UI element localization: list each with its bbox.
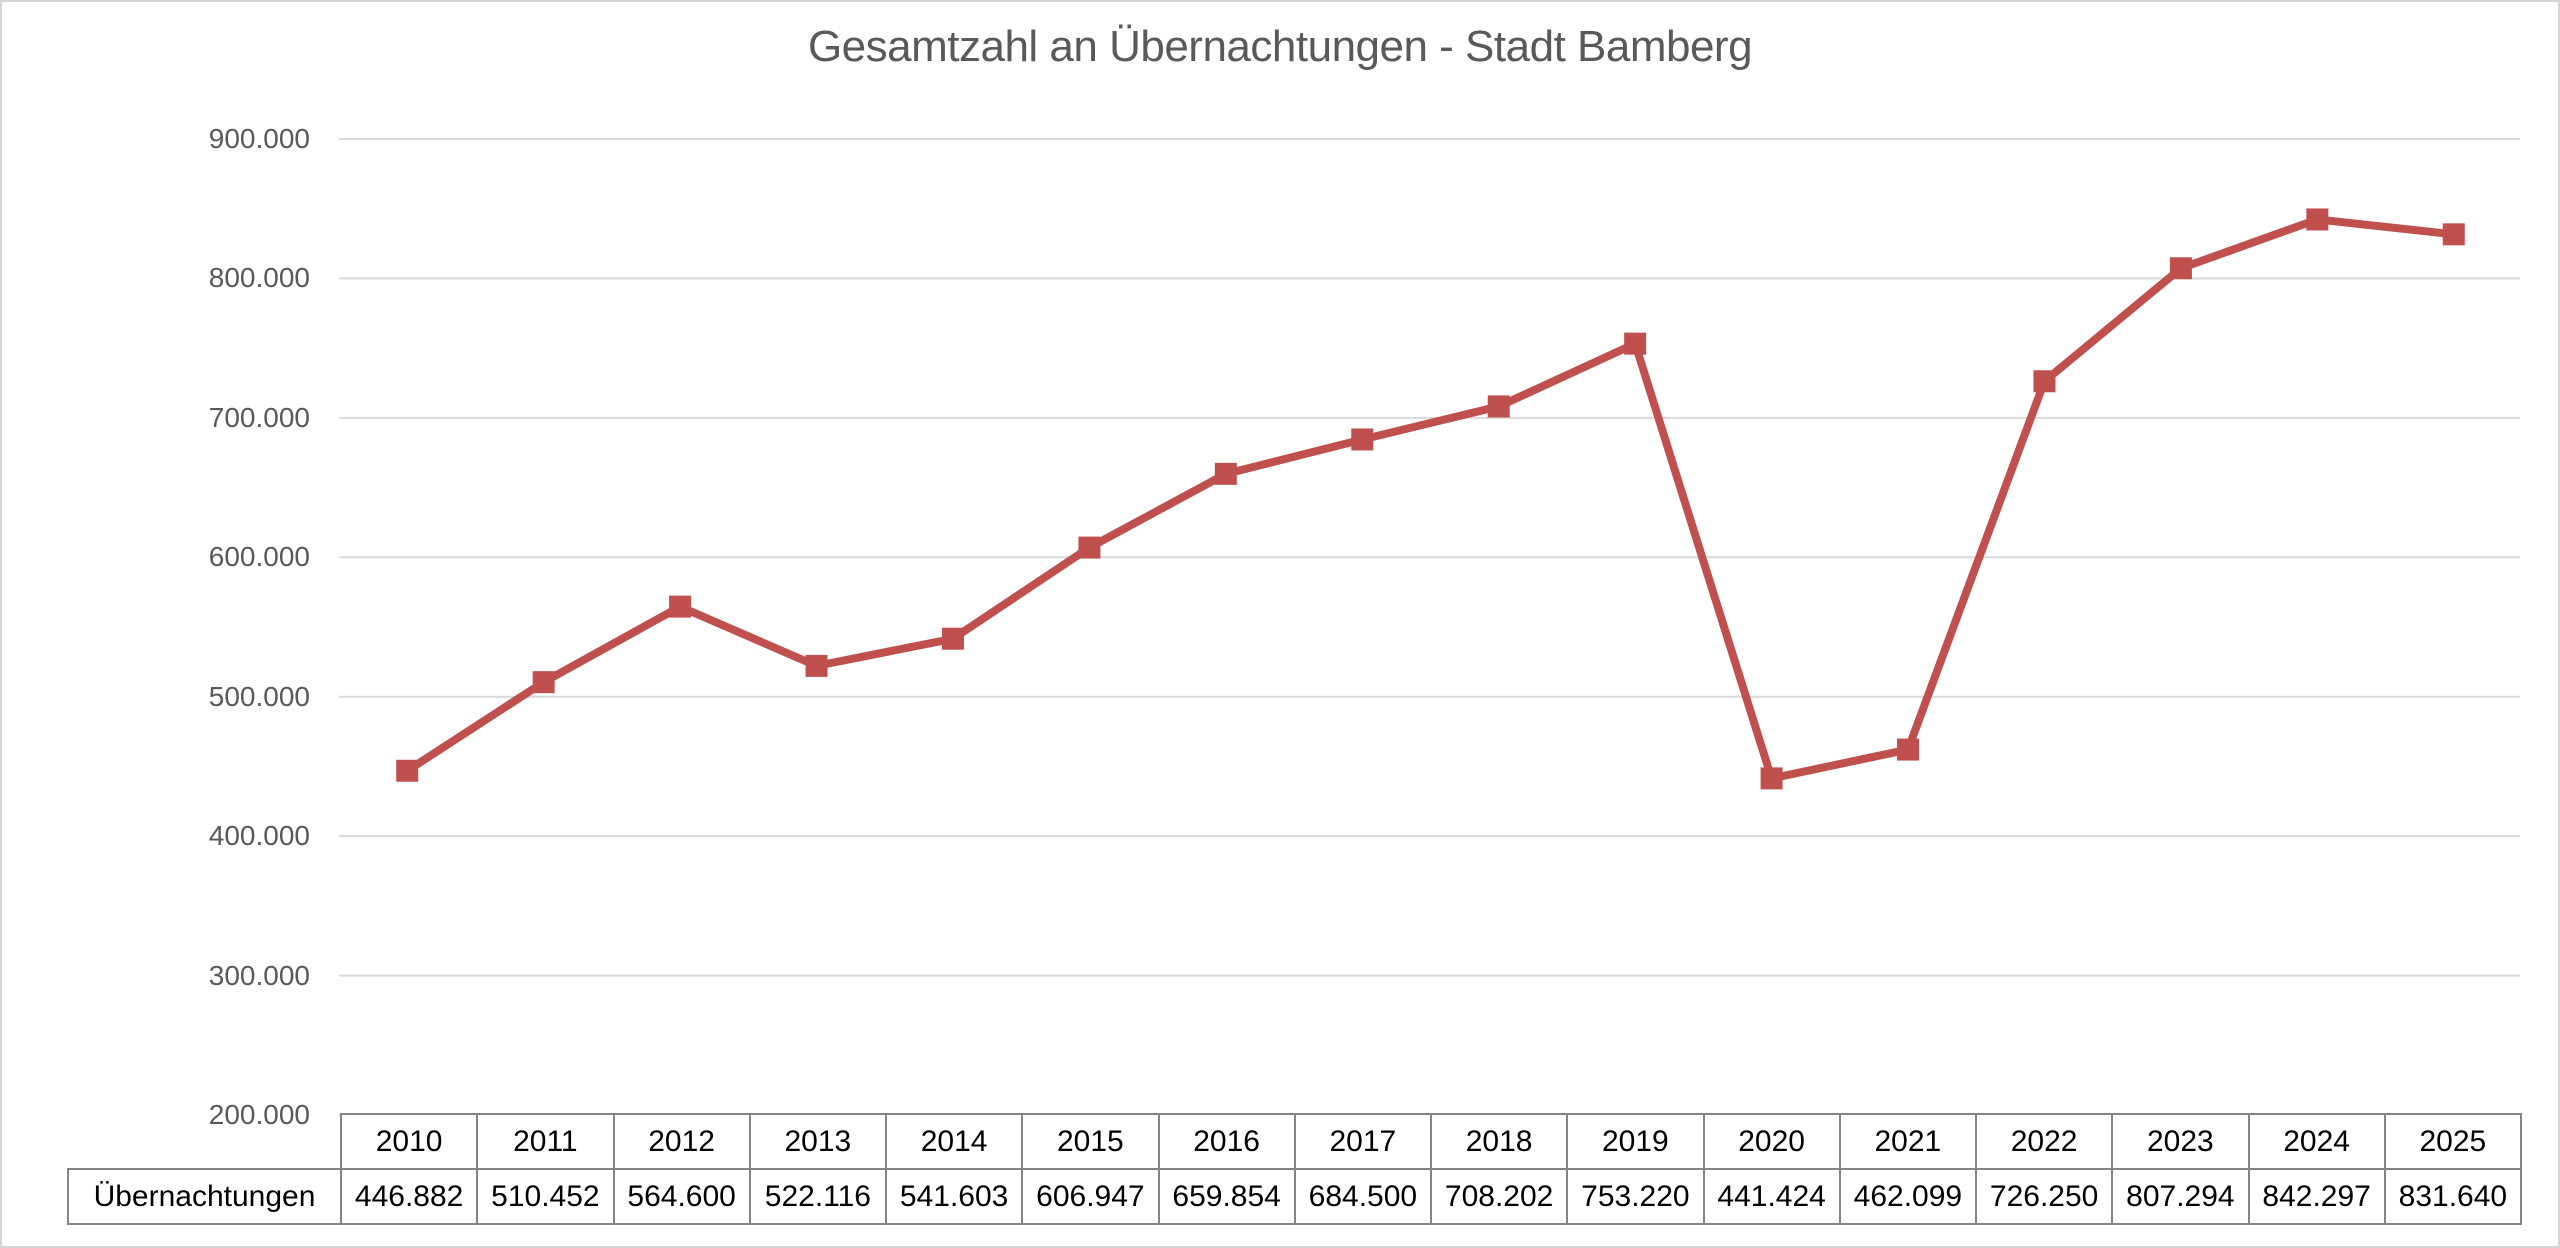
year-header-cell: 2024: [2247, 1113, 2386, 1170]
data-point-marker: [805, 654, 828, 677]
year-header-cell: 2011: [476, 1113, 615, 1170]
year-header-cell: 2016: [1157, 1113, 1296, 1170]
data-point-marker: [1897, 738, 1920, 761]
year-header-cell: 2013: [748, 1113, 888, 1170]
value-cell: 708.202: [1429, 1168, 1569, 1225]
blank-corner-cell: [68, 1114, 341, 1169]
data-table: 2010 2011 2012 2013 2014 2015 2016 2017 2018 2019…: [67, 1113, 2523, 1225]
data-point-marker: [2306, 208, 2329, 231]
y-tick-label: 300.000: [208, 959, 310, 991]
value-cell: 606.947: [1021, 1168, 1160, 1225]
value-cell: 541.603: [884, 1168, 1024, 1225]
data-point-marker: [1624, 332, 1647, 355]
value-cell: 564.600: [612, 1168, 751, 1225]
data-point-marker: [1351, 428, 1374, 451]
y-tick-label: 900.000: [208, 123, 310, 154]
data-point-marker: [941, 627, 964, 650]
value-cell: 842.297: [2247, 1168, 2386, 1225]
y-tick-label: 400.000: [208, 820, 310, 852]
y-tick-label: 600.000: [208, 541, 310, 573]
year-header-cell: 2025: [2383, 1113, 2523, 1170]
year-header-cell: 2015: [1021, 1113, 1160, 1170]
value-cell: 807.294: [2111, 1168, 2250, 1225]
year-header-cell: 2020: [1702, 1113, 1841, 1170]
data-point-marker: [532, 671, 555, 694]
data-point-marker: [2169, 257, 2192, 280]
data-point-marker: [2033, 370, 2056, 393]
value-cell: 522.116: [748, 1168, 888, 1225]
data-point-marker: [396, 759, 419, 782]
data-point-marker: [1214, 462, 1237, 485]
value-cell: 659.854: [1157, 1168, 1296, 1225]
data-point-marker: [1078, 536, 1101, 559]
value-cell: 510.452: [476, 1168, 615, 1225]
year-header-cell: 2019: [1566, 1113, 1705, 1170]
year-header-cell: 2017: [1293, 1113, 1433, 1170]
value-cell: 684.500: [1293, 1168, 1433, 1225]
value-cell: 462.099: [1838, 1168, 1978, 1225]
value-cell: 753.220: [1566, 1168, 1705, 1225]
year-header-cell: 2012: [612, 1113, 751, 1170]
value-cell: 726.250: [1974, 1168, 2114, 1225]
data-point-marker: [2442, 223, 2465, 246]
year-header-cell: 2021: [1838, 1113, 1978, 1170]
y-tick-label: 700.000: [208, 401, 310, 433]
values-row: Übernachtungen 446.882 510.452 564.600 522.1…: [67, 1168, 2523, 1225]
y-tick-label: 800.000: [208, 262, 310, 294]
chart-title: Gesamtzahl an Übernachtungen - Stadt Bam…: [807, 22, 1753, 71]
year-header-cell: 2023: [2111, 1113, 2250, 1170]
year-header-cell: 2010: [339, 1113, 479, 1170]
value-cell: 441.424: [1702, 1168, 1841, 1225]
year-header-cell: 2014: [884, 1113, 1024, 1170]
year-header-row: 2010 2011 2012 2013 2014 2015 2016 2017 2018 2019…: [68, 1113, 2523, 1170]
data-point-marker: [1487, 395, 1510, 418]
year-header-cell: 2018: [1429, 1113, 1569, 1170]
data-point-marker: [669, 595, 692, 618]
y-tick-label: 500.000: [208, 680, 310, 712]
year-header-cell: 2022: [1974, 1113, 2114, 1170]
data-line: [405, 215, 2455, 784]
series-label-cell: Übernachtungen: [67, 1168, 342, 1225]
y-tick-label: 200.000: [208, 1099, 310, 1130]
data-point-marker: [1760, 767, 1783, 790]
value-cell: 446.882: [339, 1168, 479, 1225]
value-cell: 831.640: [2383, 1168, 2523, 1225]
